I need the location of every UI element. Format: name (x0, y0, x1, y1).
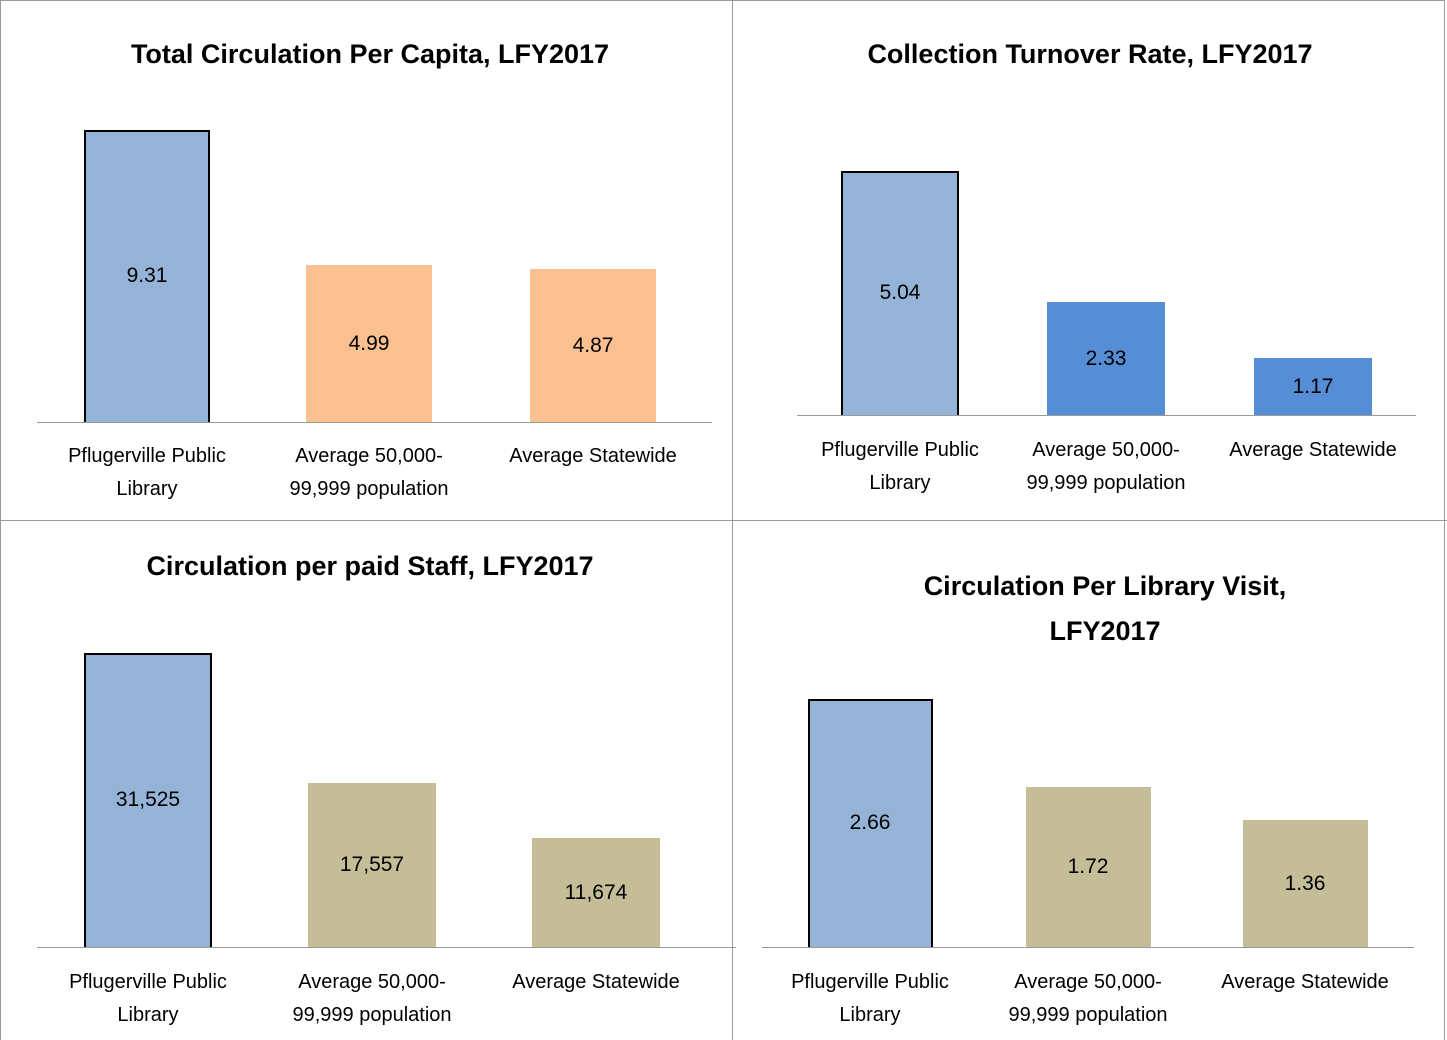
x-tick-label: Average 50,000-99,999 population (1026, 439, 1186, 494)
bar (308, 783, 436, 947)
baseline (37, 947, 736, 948)
data-label: 31,525 (115, 788, 181, 811)
data-label: 5.04 (879, 281, 921, 304)
x-tick-label: Average Statewide (509, 445, 677, 467)
x-tick-label: Average 50,000-99,999 population (292, 971, 452, 1026)
x-tick-label: Pflugerville Public Library (791, 971, 949, 1026)
bar (841, 171, 959, 415)
bar (1254, 358, 1372, 415)
bar (530, 269, 656, 422)
chart-title: Collection Turnover Rate, LFY2017 (867, 39, 1313, 69)
x-tick-label: Average Statewide (512, 971, 680, 993)
data-label: 11,674 (564, 880, 628, 904)
bar (1047, 302, 1165, 415)
bar (306, 265, 432, 422)
x-tick-label: Average 50,000-99,999 population (1008, 971, 1168, 1026)
chart-title: Total Circulation Per Capita, LFY2017 (130, 39, 610, 69)
data-label: 4.87 (572, 333, 614, 357)
data-label: 9.31 (126, 264, 168, 287)
baseline (37, 422, 712, 423)
data-label: 2.33 (1085, 346, 1127, 370)
bar (807, 699, 933, 947)
data-label: 1.36 (1284, 871, 1326, 895)
data-label: 1.17 (1292, 374, 1334, 398)
x-tick-label: Average Statewide (1221, 971, 1389, 993)
x-tick-label: Average 50,000-99,999 population (289, 445, 449, 500)
x-tick-label: Pflugerville Public Library (68, 445, 226, 500)
x-tick-label: Pflugerville Public Library (69, 971, 227, 1026)
data-label: 4.99 (348, 331, 390, 355)
baseline (762, 947, 1414, 948)
bar (1242, 820, 1368, 947)
data-label: 17,557 (339, 853, 405, 877)
baseline (797, 415, 1416, 416)
bar (532, 838, 660, 947)
bar (84, 130, 210, 422)
bar (1025, 786, 1151, 947)
divider (0, 520, 1447, 521)
x-tick-label: Average Statewide (1229, 439, 1397, 461)
data-label: 1.72 (1067, 854, 1109, 878)
chart-title: Circulation Per Library Visit, LFY2017 (923, 571, 1287, 646)
x-tick-label: Pflugerville Public Library (821, 439, 979, 494)
data-label: 2.66 (849, 811, 891, 834)
chart-title: Circulation per paid Staff, LFY2017 (146, 551, 594, 581)
bar (84, 653, 212, 947)
